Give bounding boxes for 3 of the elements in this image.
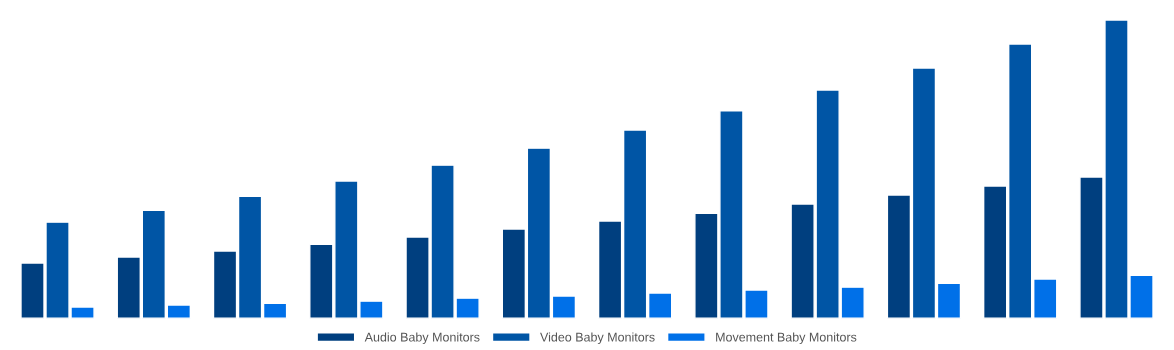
legend-label: Movement Baby Monitors	[716, 332, 857, 345]
legend-label: Video Baby Monitors	[540, 332, 655, 345]
legend-label: Audio Baby Monitors	[364, 332, 480, 345]
